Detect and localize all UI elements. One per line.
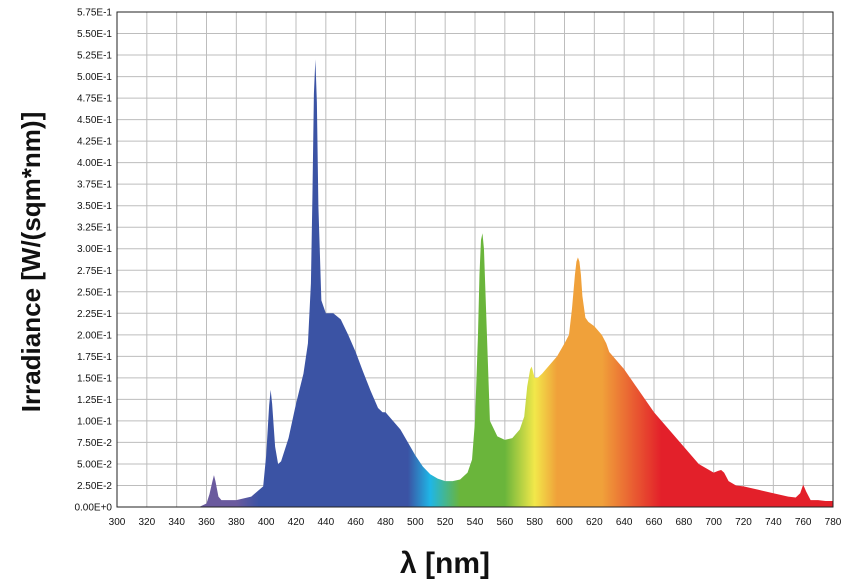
y-axis-title: Irradiance [W/(sqm*nm)] — [16, 112, 46, 413]
x-tick-label: 540 — [467, 517, 484, 528]
y-tick-label: 2.50E-2 — [77, 481, 112, 492]
y-tick-label: 1.75E-1 — [77, 352, 112, 363]
y-tick-label: 2.50E-1 — [77, 287, 112, 298]
y-tick-label: 4.75E-1 — [77, 94, 112, 105]
y-tick-label: 3.50E-1 — [77, 201, 112, 212]
x-tick-label: 300 — [109, 517, 126, 528]
x-tick-label: 360 — [198, 517, 215, 528]
x-tick-label: 640 — [616, 517, 633, 528]
x-tick-label: 740 — [765, 517, 782, 528]
x-tick-label: 760 — [795, 517, 812, 528]
y-tick-label: 4.25E-1 — [77, 137, 112, 148]
x-tick-label: 700 — [705, 517, 722, 528]
x-tick-label: 420 — [288, 517, 305, 528]
y-tick-label: 4.50E-1 — [77, 115, 112, 126]
y-tick-label: 7.50E-2 — [77, 438, 112, 449]
x-tick-label: 400 — [258, 517, 275, 528]
y-tick-label: 1.00E-1 — [77, 416, 112, 427]
x-tick-label: 580 — [526, 517, 543, 528]
x-tick-label: 600 — [556, 517, 573, 528]
x-tick-label: 440 — [317, 517, 334, 528]
y-tick-label: 1.50E-1 — [77, 373, 112, 384]
x-tick-label: 660 — [646, 517, 663, 528]
x-tick-label: 480 — [377, 517, 394, 528]
y-tick-label: 3.25E-1 — [77, 223, 112, 234]
x-tick-labels: 300 320 340 360 380 400 420 440 460 480 500 520 540 5… — [109, 517, 842, 528]
x-tick-label: 320 — [138, 517, 155, 528]
x-tick-label: 340 — [168, 517, 185, 528]
x-tick-label: 680 — [675, 517, 692, 528]
plot-frame — [116, 11, 834, 508]
y-tick-label: 4.00E-1 — [77, 158, 112, 169]
y-tick-labels: 0.00E+0 2.50E-2 5.00E-2 7.50E-2 1.00E-1 1.25E… — [74, 8, 112, 514]
x-tick-label: 380 — [228, 517, 245, 528]
x-tick-label: 620 — [586, 517, 603, 528]
x-tick-label: 460 — [347, 517, 364, 528]
x-tick-label: 720 — [735, 517, 752, 528]
y-tick-label: 2.25E-1 — [77, 309, 112, 320]
spectrum-area — [199, 59, 834, 507]
y-tick-label: 5.50E-1 — [77, 29, 112, 40]
x-tick-label: 520 — [437, 517, 454, 528]
y-tick-label: 5.00E-2 — [77, 459, 112, 470]
y-tick-label: 5.75E-1 — [77, 8, 112, 19]
y-tick-label: 2.75E-1 — [77, 266, 112, 277]
y-tick-label: 2.00E-1 — [77, 330, 112, 341]
x-tick-label: 780 — [825, 517, 842, 528]
y-tick-label: 1.25E-1 — [77, 395, 112, 406]
y-tick-label: 0.00E+0 — [74, 503, 112, 514]
y-tick-label: 5.00E-1 — [77, 72, 112, 83]
x-tick-label: 500 — [407, 517, 424, 528]
grid — [116, 11, 834, 508]
y-tick-label: 3.00E-1 — [77, 244, 112, 255]
y-tick-label: 5.25E-1 — [77, 51, 112, 62]
y-tick-label: 3.75E-1 — [77, 180, 112, 191]
x-tick-label: 560 — [496, 517, 513, 528]
x-axis-title: λ [nm] — [400, 547, 490, 580]
